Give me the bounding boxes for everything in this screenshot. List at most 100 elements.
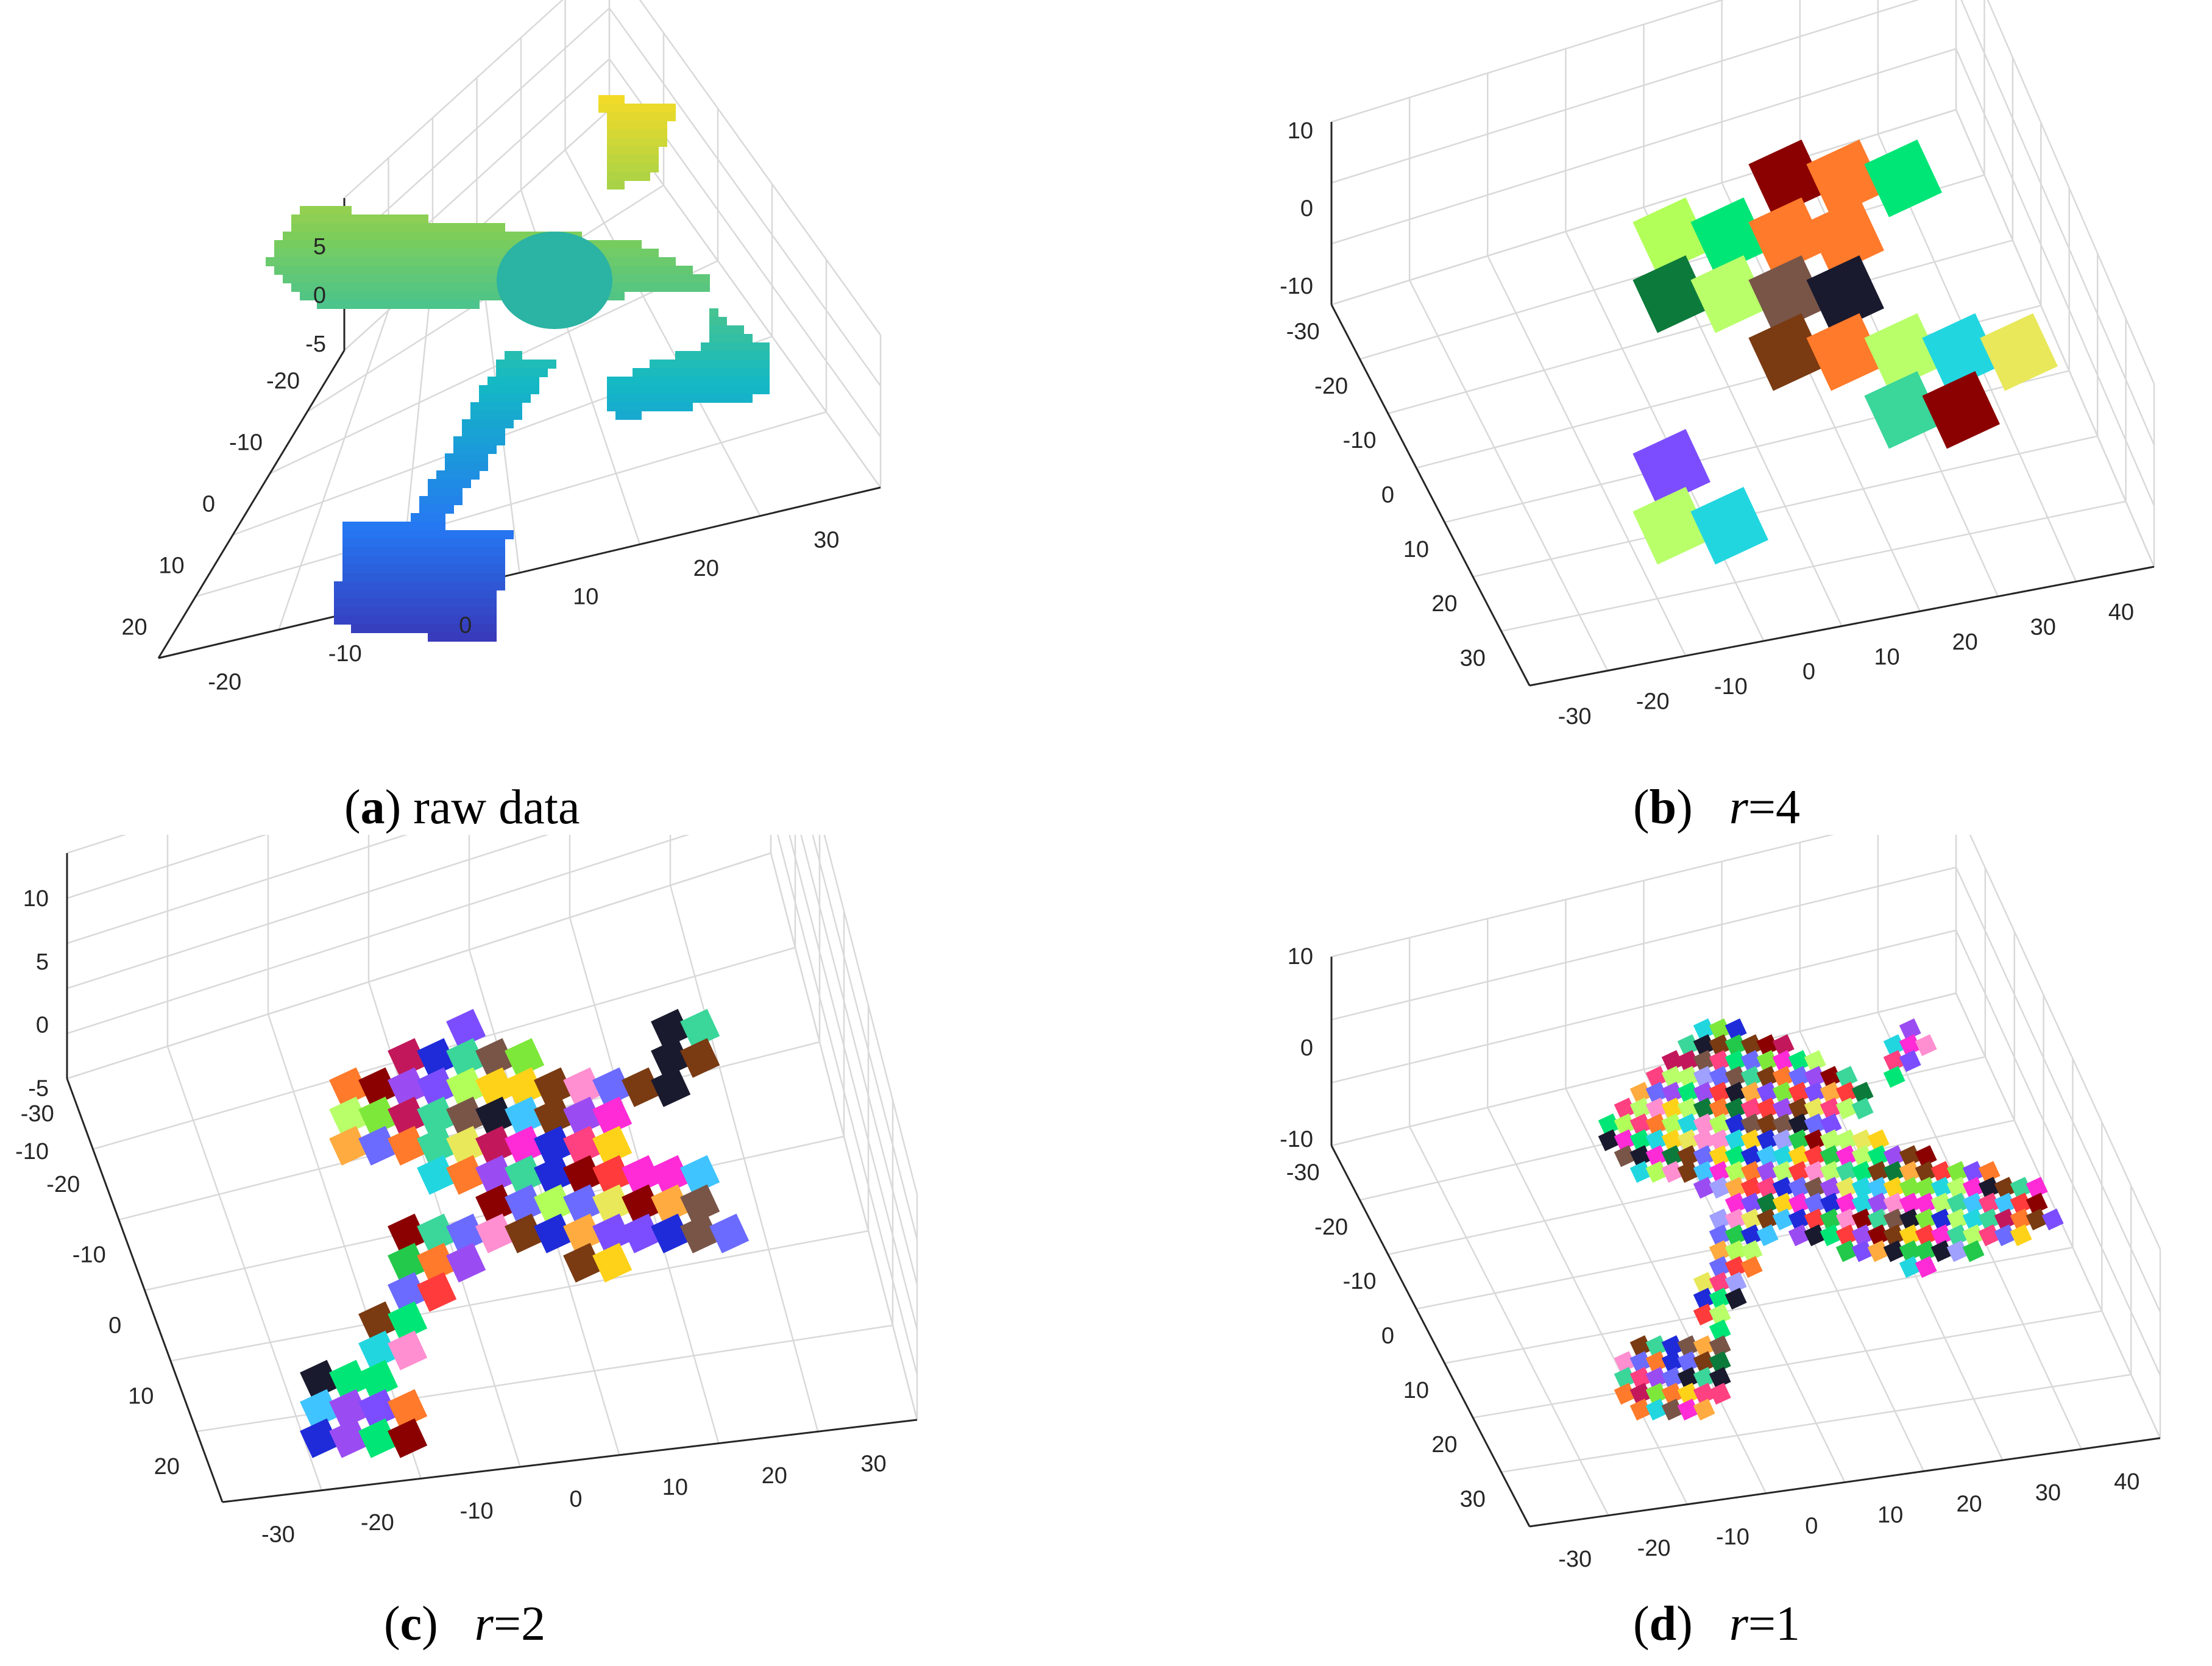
cloud-point [308, 206, 317, 215]
cloud-point [633, 112, 642, 121]
cloud-point [633, 104, 642, 113]
cloud-point [402, 581, 411, 590]
cloud-point [428, 274, 437, 283]
cloud-point [436, 624, 445, 633]
cloud-point [735, 342, 744, 352]
cloud-point [709, 394, 718, 403]
segment-patch [1725, 1034, 1747, 1057]
cloud-point [283, 240, 292, 249]
cloud-point [641, 266, 650, 275]
cloud-point [411, 573, 420, 582]
gridline [66, 835, 918, 1330]
cloud-point [394, 607, 403, 616]
cloud-point [462, 573, 471, 582]
cloud-point [377, 530, 386, 539]
cloud-point [453, 257, 463, 266]
segment-patch [1883, 1145, 1905, 1168]
segment-patch [1820, 1208, 1842, 1231]
cloud-point [513, 411, 522, 420]
y-tick-label: 0 [569, 1487, 582, 1512]
cloud-point [624, 266, 633, 275]
segment-patch [1709, 1303, 1731, 1326]
segment-patch [1725, 1177, 1747, 1199]
cloud-point [615, 411, 625, 420]
cloud-point [462, 300, 471, 309]
cloud-point [607, 394, 616, 403]
segment-patch [1740, 1256, 1763, 1278]
segment-patch [1740, 1177, 1763, 1199]
cloud-point [650, 249, 659, 258]
cloud-point [487, 419, 497, 428]
cloud-point [342, 581, 352, 590]
cloud-point [513, 360, 522, 369]
cloud-point [607, 146, 616, 155]
cloud-point [394, 522, 403, 531]
cloud-point [334, 607, 343, 616]
segment-patch [1820, 1129, 1842, 1152]
cloud-point [487, 624, 497, 633]
segment-patch [417, 1242, 457, 1283]
cloud-point [462, 581, 471, 590]
cloud-point [377, 556, 386, 565]
segment-patch [1978, 1161, 2001, 1183]
segment-patch [1629, 1335, 1652, 1358]
segment-patch [388, 1301, 428, 1341]
x-axis-line [1330, 304, 1531, 686]
segment-patch [1748, 313, 1826, 391]
cloud-point [453, 624, 463, 633]
segment-patch [1772, 1208, 1795, 1231]
cloud-point [641, 155, 650, 164]
segment-patch [1693, 1383, 1715, 1405]
x-tick-label: 0 [202, 492, 215, 517]
z-tick-label: 10 [1288, 944, 1313, 969]
segment-patch [1693, 1097, 1715, 1120]
cloud-point [360, 598, 369, 608]
cloud-point [470, 530, 480, 539]
segment-patch [2010, 1193, 2032, 1215]
gridline [1487, 1107, 1688, 1505]
cloud-point [453, 564, 463, 573]
segment-patch [1645, 1367, 1668, 1389]
cloud-point [462, 453, 471, 463]
cloud-point [496, 232, 505, 241]
segment-patch [651, 1213, 691, 1253]
cloud-point [692, 360, 701, 369]
segment-patch [1864, 313, 1942, 391]
cloud-point [428, 624, 437, 633]
cloud-point [479, 240, 488, 249]
cloud-point [308, 232, 317, 241]
cloud-point [385, 300, 394, 309]
cloud-point [385, 522, 394, 531]
cloud-point [496, 564, 505, 573]
y-tick-label: 30 [2030, 615, 2056, 640]
cloud-point [394, 598, 403, 608]
segment-patch [329, 1096, 369, 1136]
segment-patch [1748, 197, 1826, 275]
segment-patch [1835, 1224, 1858, 1247]
cloud-point [462, 274, 471, 283]
cloud-point [368, 530, 377, 539]
cloud-point [428, 598, 437, 608]
cloud-point [615, 104, 625, 113]
cloud-point [402, 539, 411, 548]
cloud-point [445, 624, 454, 633]
segment-patch [1851, 1161, 1874, 1183]
segment-patch [1946, 1224, 1969, 1247]
cloud-point [377, 300, 386, 309]
cloud-point [487, 615, 497, 625]
x-axis-line [1330, 1145, 1531, 1527]
x-tick-label: 0 [1381, 483, 1394, 508]
segment-patch [1725, 1097, 1747, 1120]
segment-patch [1788, 1208, 1810, 1231]
cloud-point [308, 240, 317, 249]
segment-patch [1661, 1398, 1684, 1421]
cloud-point [394, 266, 403, 275]
segment-patch [1725, 1161, 1747, 1183]
cloud-point [615, 240, 625, 249]
cloud-point [470, 283, 480, 292]
cloud-point [470, 453, 480, 463]
cloud-point [735, 377, 744, 386]
segment-patch [505, 1067, 545, 1107]
cloud-point [402, 556, 411, 565]
cloud-point [368, 300, 377, 309]
